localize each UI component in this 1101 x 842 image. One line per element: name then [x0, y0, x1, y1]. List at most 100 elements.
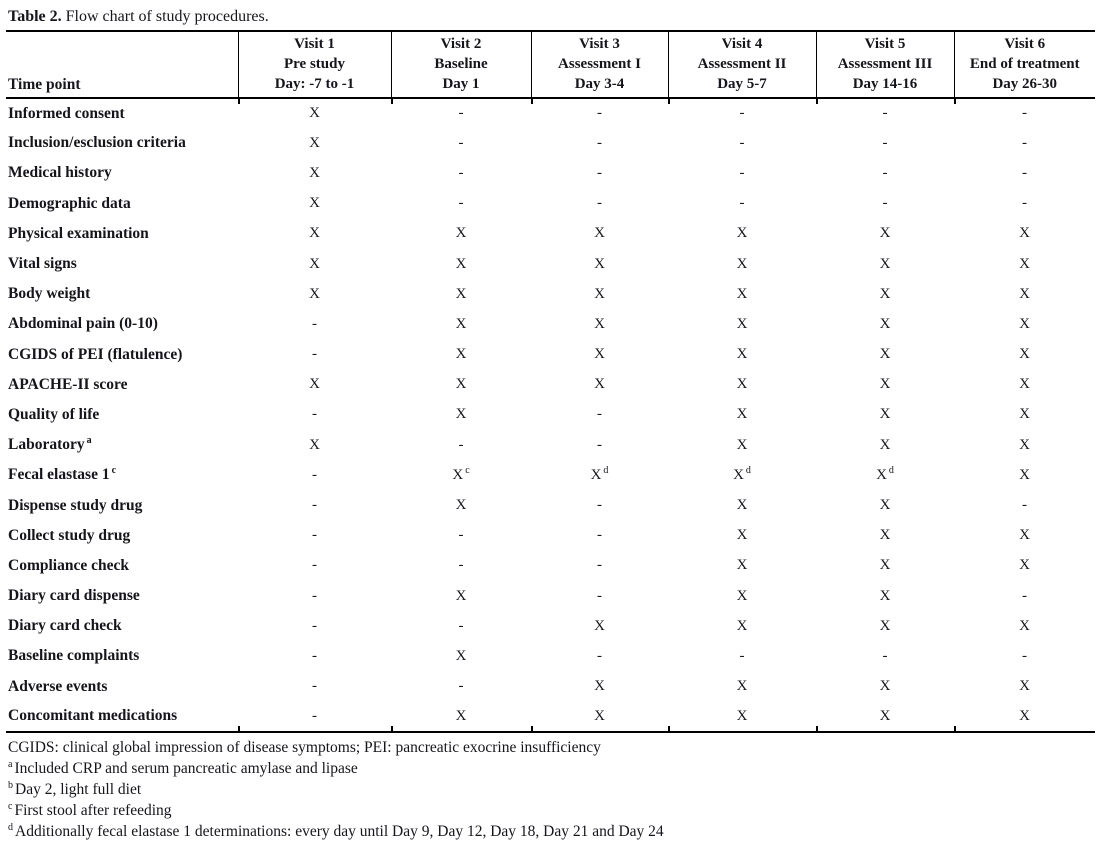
visit-column-header: Visit 2 Baseline Day 1 — [390, 31, 531, 99]
cell-value: - — [597, 406, 602, 423]
visit-column-header: Visit 1 Pre study Day: -7 to -1 — [237, 31, 391, 99]
cell-value: X — [879, 617, 891, 634]
cell-value: X — [1019, 406, 1030, 423]
table-caption: Flow chart of study procedures. — [61, 8, 269, 25]
cell-value: - — [458, 436, 464, 453]
cell-value: X — [455, 315, 467, 332]
visit-visit-label: Visit 5 — [864, 36, 906, 52]
cell-value: - — [1022, 195, 1027, 212]
row-label-text: Adverse events — [8, 677, 108, 695]
table-row: CGIDS of PEI (flatulence) - X X X X X — [6, 340, 1095, 370]
visit-visit-label: Visit 6 — [1004, 36, 1046, 52]
row-label: Dispense study drug — [6, 490, 238, 520]
cell-value: X — [455, 225, 467, 242]
visit-column-header: Visit 5 Assessment III Day 14-16 — [815, 31, 954, 99]
cell-value: X — [736, 497, 748, 514]
cell-value: - — [597, 105, 602, 122]
cell-value: X — [594, 617, 605, 634]
row-label-text: Fecal elastase 1 — [8, 466, 110, 484]
footnote-marker: c — [465, 464, 470, 476]
visit-phase-label: Pre study — [284, 56, 345, 72]
row-label: Laboratory a — [6, 430, 238, 460]
row-label-text: Diary card dispense — [8, 587, 140, 605]
column-divider-tick — [391, 97, 393, 104]
cell-value: X — [879, 527, 891, 544]
cell-value: - — [458, 527, 464, 544]
cell-value: - — [458, 164, 464, 181]
cell-value: X — [455, 285, 467, 302]
footnote-text: CGIDS: clinical global impression of dis… — [8, 738, 601, 756]
column-divider-tick — [954, 725, 956, 731]
cell-value: X — [879, 497, 891, 514]
row-label-text: Compliance check — [8, 556, 129, 574]
cell-value: - — [882, 164, 888, 181]
table-row: Vital signs X X X X X X — [6, 249, 1095, 279]
cell-value: X — [309, 134, 320, 151]
visit-phase-label: Assessment II — [697, 56, 787, 72]
cell-value: - — [1022, 134, 1027, 151]
table-row: Baseline complaints - X - - - - — [6, 641, 1095, 671]
row-label: Physical examination — [6, 219, 238, 249]
footnote-line: CGIDS: clinical global impression of dis… — [8, 737, 1095, 758]
cell-value: X — [1019, 436, 1030, 453]
cell-value: - — [312, 346, 317, 363]
cell-value: - — [739, 164, 745, 181]
row-label: Informed consent — [6, 98, 238, 128]
cell-value: X — [879, 707, 891, 724]
cell-value: - — [882, 105, 888, 122]
cell-value: X — [1019, 255, 1030, 272]
cell-value: X — [736, 315, 748, 332]
row-label-text: APACHE-II score — [8, 375, 128, 393]
visit-column-header: Visit 3 Assessment I Day 3-4 — [530, 31, 668, 99]
cell-value: X — [736, 557, 748, 574]
cell-value: - — [597, 134, 602, 151]
cell-value: - — [312, 557, 317, 574]
cell-value: X — [879, 678, 891, 695]
row-label: Diary card check — [6, 611, 238, 641]
footnote-text: Additionally fecal elastase 1 determinat… — [15, 822, 664, 840]
cell-value: X — [879, 225, 891, 242]
row-label-text: CGIDS of PEI (flatulence) — [8, 345, 183, 363]
row-label-text: Physical examination — [8, 224, 149, 242]
row-label-text: Quality of life — [8, 405, 100, 423]
table-row: Informed consent X - - - - - — [6, 98, 1095, 128]
row-label: Concomitant medications — [6, 702, 238, 732]
row-label: Vital signs — [6, 249, 238, 279]
cell-value: X — [455, 707, 467, 724]
table-row: Concomitant medications - X X X X X — [6, 702, 1095, 732]
visit-visit-label: Visit 2 — [440, 36, 482, 52]
cell-value: X — [1019, 315, 1030, 332]
cell-value: - — [1022, 647, 1027, 664]
cell-value: X — [1019, 376, 1030, 393]
cell-value: - — [1022, 497, 1027, 514]
cell-value: X — [736, 617, 748, 634]
visit-column-header: Visit 4 Assessment II Day 5-7 — [667, 31, 816, 99]
cell-value: - — [739, 134, 745, 151]
visit-visit-label: Visit 4 — [721, 36, 763, 52]
cell-value: X — [736, 678, 748, 695]
cell-value: X — [594, 346, 605, 363]
cell-value: X — [1019, 346, 1030, 363]
cell-value: - — [458, 105, 464, 122]
footnote-marker: d — [8, 821, 13, 833]
cell-value: X — [455, 406, 467, 423]
timepoint-header: Time point — [6, 31, 238, 99]
row-label: Abdominal pain (0-10) — [6, 309, 238, 339]
row-label-text: Vital signs — [8, 255, 77, 273]
visit-phase-label: Assessment III — [837, 56, 933, 72]
visit-column-header: Visit 6 End of treatment Day 26-30 — [953, 31, 1095, 99]
table-body: Informed consent X - - - - - Inclusion/esclusio… — [6, 98, 1095, 732]
cell-value: - — [597, 647, 602, 664]
cell-value: - — [597, 164, 602, 181]
row-label-text: Informed consent — [8, 104, 125, 122]
footnote-text: Day 2, light full diet — [15, 780, 142, 798]
table-row: Diary card check - - X X X X — [6, 611, 1095, 641]
footnote-marker: d — [745, 464, 751, 476]
table-row: APACHE-II score X X X X X X — [6, 370, 1095, 400]
cell-value: - — [739, 195, 745, 212]
cell-value: - — [739, 105, 745, 122]
row-label-text: Baseline complaints — [8, 647, 140, 665]
